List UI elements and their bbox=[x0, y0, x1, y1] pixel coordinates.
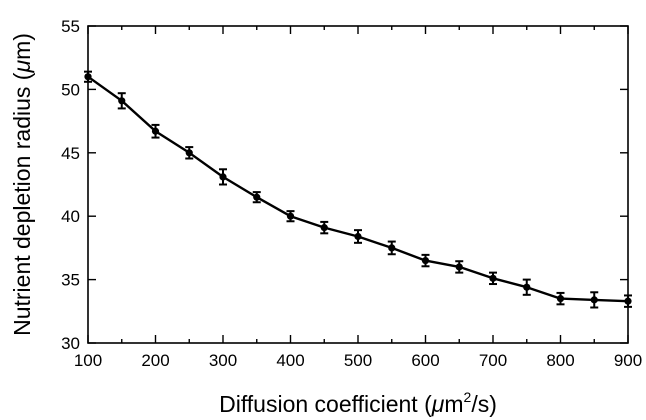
x-tick-label: 300 bbox=[209, 351, 237, 370]
plot-area-frame bbox=[87, 25, 629, 344]
y-tick-label: 40 bbox=[61, 207, 80, 226]
data-point bbox=[421, 256, 430, 265]
x-tick-label: 200 bbox=[141, 351, 169, 370]
data-point bbox=[354, 232, 362, 241]
data-point bbox=[185, 149, 193, 157]
data-point bbox=[523, 283, 531, 291]
series-line bbox=[87, 75, 629, 303]
data-point bbox=[253, 193, 261, 201]
y-tick-label: 55 bbox=[61, 17, 80, 36]
data-point bbox=[556, 295, 565, 303]
y-tick-label: 45 bbox=[61, 144, 80, 163]
data-point bbox=[388, 244, 396, 252]
x-tick-label: 500 bbox=[344, 351, 372, 370]
y-tick-label: 50 bbox=[61, 80, 80, 99]
data-point bbox=[590, 296, 598, 304]
x-tick-label: 400 bbox=[276, 351, 304, 370]
y-tick-label: 30 bbox=[61, 334, 80, 353]
x-tick-label: 800 bbox=[546, 351, 574, 370]
data-point bbox=[151, 127, 160, 135]
data-point bbox=[219, 173, 227, 181]
x-tick-label: 600 bbox=[411, 351, 439, 370]
x-tick-label: 100 bbox=[74, 351, 102, 370]
x-tick-label: 700 bbox=[479, 351, 507, 370]
x-tick-label: 900 bbox=[614, 351, 642, 370]
x-axis-ticks: 100 200 300 400 500 600 700 800 900 bbox=[74, 26, 642, 370]
series-group bbox=[84, 70, 632, 309]
data-point bbox=[455, 263, 463, 271]
data-point bbox=[286, 212, 295, 220]
data-point bbox=[320, 224, 328, 232]
y-tick-label: 35 bbox=[61, 271, 80, 290]
x-axis-label: Diffusion coefficient (μm2/s) bbox=[219, 389, 497, 417]
data-point bbox=[118, 97, 126, 105]
y-axis-ticks: 30 35 40 45 50 55 bbox=[61, 17, 628, 353]
data-point bbox=[489, 274, 497, 282]
y-axis-label: Nutrient depletion radius (μm) bbox=[9, 33, 35, 336]
